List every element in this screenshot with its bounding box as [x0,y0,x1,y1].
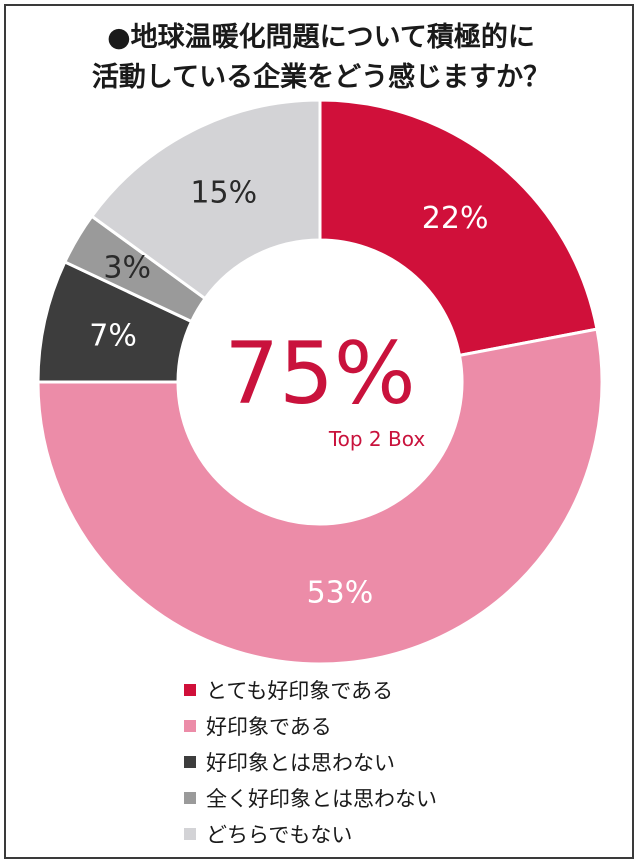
slice-label-1: 22% [422,201,489,236]
slice-labels: 22% 53% 7% 3% 15% [89,176,488,611]
slice-label-2: 53% [307,576,374,611]
legend-label: とても好印象である [206,679,394,703]
legend-swatch [184,792,196,804]
chart-title: ●地球温暖化問題について積極的に 活動している企業をどう感じますか？ [6,18,636,98]
center-value: 75% [224,324,415,424]
legend-swatch [184,720,196,732]
legend-item: 好印象とは思わない [184,744,437,780]
legend-label: どちらでもない [206,823,353,847]
legend: とても好印象である 好印象である好印象とは思わない全く好印象とは思わない どちらでも… [184,672,437,852]
title-line-2: 活動している企業をどう感じますか？ [91,62,551,93]
legend-swatch [184,828,196,840]
legend-item: とても好印象である [184,672,437,708]
legend-label: 全く好印象とは思わない [206,787,437,811]
legend-label: 好印象とは思わない [206,751,395,775]
legend-label: 好印象である [206,715,332,739]
slice-label-4: 3% [103,250,151,285]
slice-label-5: 15% [190,176,257,211]
title-line-1: ●地球温暖化問題について積極的に [107,22,535,53]
legend-swatch [184,756,196,768]
center-label: Top 2 Box [328,427,426,451]
legend-swatch [184,684,196,696]
donut-chart: 22% 53% 7% 3% 15% 75% Top 2 Box [36,98,604,666]
legend-item: どちらでもない [184,816,437,852]
slice-label-3: 7% [89,318,137,353]
slice-2 [36,327,604,666]
donut-slices [36,98,604,666]
slice-5 [89,98,322,301]
legend-item: 好印象である [184,708,437,744]
legend-item: 全く好印象とは思わない [184,780,437,816]
slice-1 [318,98,599,358]
